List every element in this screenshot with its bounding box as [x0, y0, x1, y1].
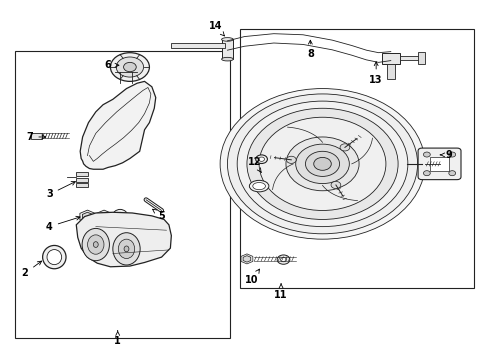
Ellipse shape: [42, 246, 66, 269]
Circle shape: [123, 62, 136, 72]
Ellipse shape: [47, 249, 61, 265]
Circle shape: [423, 171, 429, 176]
Bar: [31, 133, 42, 139]
Ellipse shape: [221, 57, 233, 61]
Circle shape: [286, 156, 296, 163]
Polygon shape: [96, 210, 111, 223]
Ellipse shape: [118, 239, 134, 258]
Bar: [417, 51, 424, 64]
Circle shape: [246, 108, 397, 220]
Ellipse shape: [221, 38, 233, 41]
Ellipse shape: [124, 246, 129, 252]
Circle shape: [227, 94, 417, 234]
Text: 1: 1: [114, 331, 121, 346]
Text: 12: 12: [247, 157, 261, 172]
Circle shape: [220, 89, 424, 239]
Ellipse shape: [112, 210, 128, 224]
Circle shape: [280, 257, 286, 262]
Circle shape: [305, 151, 339, 176]
Ellipse shape: [255, 155, 267, 163]
Bar: [15, 51, 229, 338]
Polygon shape: [99, 212, 109, 221]
Bar: [76, 172, 88, 176]
Circle shape: [330, 181, 340, 189]
Bar: [221, 40, 233, 59]
Bar: [171, 42, 224, 48]
Text: 9: 9: [439, 150, 452, 160]
Ellipse shape: [258, 157, 264, 161]
Circle shape: [237, 101, 407, 226]
Text: 11: 11: [274, 284, 287, 300]
Bar: [399, 55, 418, 60]
Circle shape: [423, 152, 429, 157]
Polygon shape: [243, 256, 250, 262]
Bar: [76, 183, 88, 187]
Text: 4: 4: [46, 216, 80, 231]
Text: 13: 13: [368, 62, 382, 85]
Ellipse shape: [87, 235, 104, 254]
Circle shape: [110, 53, 149, 81]
Polygon shape: [80, 210, 95, 223]
Ellipse shape: [113, 233, 140, 265]
Text: 3: 3: [46, 181, 75, 199]
Circle shape: [295, 144, 348, 184]
Bar: [381, 53, 399, 64]
Text: 2: 2: [21, 261, 41, 278]
Bar: [76, 178, 88, 182]
Text: 5: 5: [152, 209, 164, 221]
Polygon shape: [82, 212, 92, 221]
Text: 7: 7: [26, 132, 46, 142]
Bar: [429, 157, 448, 171]
Circle shape: [339, 144, 349, 151]
FancyBboxPatch shape: [417, 148, 460, 180]
Circle shape: [259, 117, 385, 211]
Circle shape: [313, 157, 330, 170]
Bar: [239, 30, 473, 288]
Ellipse shape: [249, 180, 268, 192]
Ellipse shape: [93, 242, 98, 247]
Text: 10: 10: [244, 269, 259, 285]
Circle shape: [448, 171, 455, 176]
Text: 14: 14: [208, 21, 224, 36]
Circle shape: [277, 255, 289, 264]
Ellipse shape: [252, 183, 265, 190]
Polygon shape: [76, 212, 171, 267]
Ellipse shape: [116, 212, 124, 221]
Ellipse shape: [82, 228, 109, 261]
Polygon shape: [80, 81, 156, 169]
Circle shape: [285, 137, 358, 191]
Circle shape: [448, 152, 455, 157]
Bar: [386, 64, 394, 78]
Text: 6: 6: [104, 60, 119, 70]
Text: 8: 8: [306, 40, 313, 59]
Circle shape: [116, 57, 143, 77]
Polygon shape: [241, 254, 252, 264]
